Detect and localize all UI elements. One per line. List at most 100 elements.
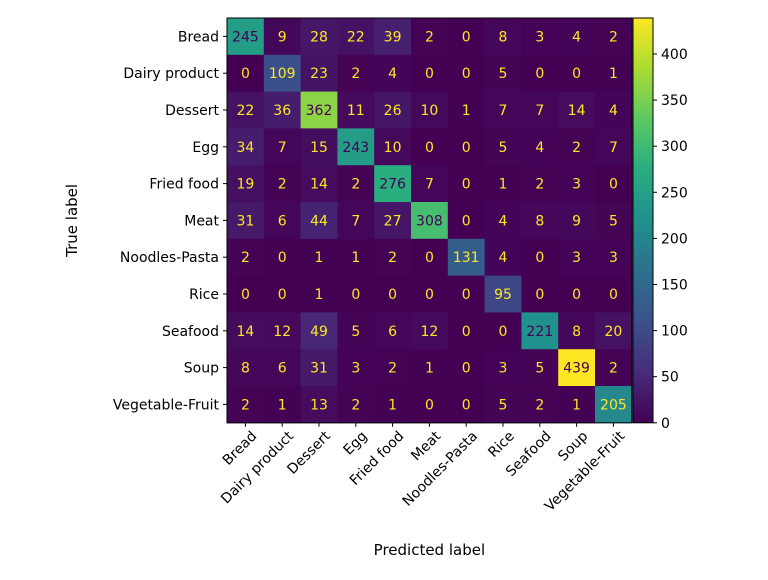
heatmap-cell — [484, 238, 522, 277]
heatmap-cell — [337, 18, 375, 56]
heatmap-cell — [374, 202, 412, 240]
cell-value-label: 2 — [388, 361, 397, 377]
heatmap-cell — [374, 349, 412, 387]
cell-value-label: 23 — [310, 66, 328, 82]
heatmap-cell — [337, 238, 375, 277]
cell-value-label: 0 — [278, 287, 287, 303]
cell-value-label: 2 — [572, 140, 581, 156]
heatmap-cell — [374, 91, 412, 129]
heatmap-cell — [521, 18, 559, 56]
cell-value-label: 22 — [236, 103, 254, 119]
heatmap-cell — [447, 202, 486, 240]
cell-value-label: 0 — [462, 29, 471, 45]
heatmap-cell — [558, 386, 596, 424]
heatmap-cell — [374, 386, 412, 424]
heatmap-cell — [558, 54, 596, 93]
cell-value-label: 1 — [315, 250, 324, 266]
cell-value-label: 7 — [278, 140, 287, 156]
heatmap-cell — [337, 165, 375, 203]
cell-value-label: 10 — [420, 103, 438, 119]
heatmap-cell — [521, 275, 559, 313]
cell-value-label: 2 — [351, 177, 360, 193]
heatmap-cell — [300, 54, 338, 93]
heatmap-cell — [411, 54, 449, 93]
cell-value-label: 0 — [351, 287, 360, 303]
cell-value-label: 34 — [236, 140, 254, 156]
heatmap-cell — [374, 54, 412, 93]
heatmap-cell — [337, 128, 375, 166]
cell-value-label: 27 — [384, 213, 402, 229]
heatmap-cell — [595, 312, 633, 350]
cell-value-label: 0 — [535, 66, 544, 82]
cell-value-label: 4 — [609, 103, 618, 119]
cell-value-label: 2 — [388, 250, 397, 266]
heatmap-cell — [227, 165, 265, 203]
heatmap-cell — [374, 165, 412, 203]
cell-value-label: 5 — [535, 361, 544, 377]
heatmap-cell — [263, 349, 302, 387]
cell-value-label: 2 — [535, 397, 544, 413]
heatmap-cell — [558, 238, 596, 277]
heatmap-cell — [411, 202, 449, 240]
heatmap-cell — [337, 312, 375, 350]
heatmap-cell — [411, 275, 449, 313]
heatmap-cell — [521, 128, 559, 166]
cell-value-label: 6 — [278, 213, 287, 229]
cell-value-label: 14 — [310, 177, 328, 193]
heatmap-cell — [447, 165, 486, 203]
cell-value-label: 109 — [269, 66, 296, 82]
colorbar-tick-label: 250 — [661, 185, 688, 201]
heatmap-cell — [337, 54, 375, 93]
heatmap-cell — [521, 165, 559, 203]
cell-value-label: 1 — [462, 103, 471, 119]
colorbar-tick-label: 100 — [661, 324, 688, 340]
heatmap-cell — [263, 128, 302, 166]
heatmap-cell — [521, 312, 559, 350]
heatmap-cell — [227, 128, 265, 166]
colorbar-tick-label: 0 — [661, 416, 670, 432]
cell-value-label: 5 — [499, 66, 508, 82]
cell-value-label: 49 — [310, 324, 328, 340]
cell-value-label: 439 — [563, 361, 590, 377]
cell-value-label: 2 — [351, 397, 360, 413]
heatmap-cell — [300, 202, 338, 240]
cell-value-label: 7 — [499, 103, 508, 119]
cell-value-label: 44 — [310, 213, 328, 229]
y-tick-label: Vegetable-Fruit — [113, 397, 220, 413]
cell-value-label: 9 — [572, 213, 581, 229]
heatmap-cell — [300, 165, 338, 203]
heatmap-cell — [558, 349, 596, 387]
heatmap-cell — [300, 386, 338, 424]
cell-value-label: 31 — [236, 213, 254, 229]
heatmap-cell — [374, 128, 412, 166]
cell-value-label: 12 — [420, 324, 438, 340]
heatmap-cell — [227, 349, 265, 387]
heatmap-cell — [447, 275, 486, 313]
cell-value-label: 3 — [609, 250, 618, 266]
heatmap-cell — [300, 312, 338, 350]
cell-value-label: 1 — [425, 361, 434, 377]
heatmap-cell — [595, 275, 633, 313]
cell-value-label: 131 — [453, 250, 480, 266]
cell-value-label: 6 — [278, 361, 287, 377]
cell-value-label: 0 — [425, 250, 434, 266]
heatmap-cell — [263, 386, 302, 424]
cell-value-label: 0 — [462, 177, 471, 193]
cell-value-label: 0 — [425, 397, 434, 413]
cell-value-label: 3 — [351, 361, 360, 377]
cell-value-label: 0 — [572, 66, 581, 82]
cell-value-label: 4 — [388, 66, 397, 82]
cell-value-label: 0 — [462, 324, 471, 340]
cell-value-label: 0 — [462, 287, 471, 303]
cell-value-label: 2 — [609, 29, 618, 45]
colorbar-tick-label: 400 — [661, 47, 688, 63]
cell-value-label: 22 — [347, 29, 365, 45]
cell-value-label: 5 — [499, 140, 508, 156]
cell-value-label: 0 — [241, 66, 250, 82]
cell-value-label: 1 — [499, 177, 508, 193]
heatmap-cell — [411, 165, 449, 203]
cell-value-label: 0 — [425, 140, 434, 156]
cell-value-label: 0 — [535, 287, 544, 303]
